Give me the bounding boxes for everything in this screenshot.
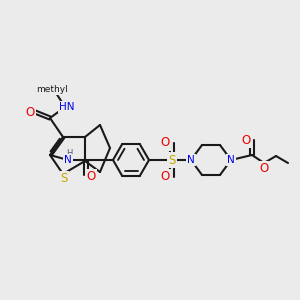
Text: N: N (227, 155, 235, 165)
Text: methyl: methyl (36, 85, 68, 94)
Text: O: O (160, 136, 169, 149)
Text: O: O (26, 106, 34, 118)
Text: HN: HN (59, 102, 75, 112)
Text: O: O (86, 170, 96, 184)
Text: O: O (260, 163, 268, 176)
Text: O: O (242, 134, 250, 146)
Text: S: S (168, 154, 176, 166)
Text: N: N (187, 155, 195, 165)
Text: N: N (64, 155, 72, 165)
Text: S: S (60, 172, 68, 185)
Text: H: H (66, 149, 72, 158)
Text: O: O (160, 170, 169, 184)
